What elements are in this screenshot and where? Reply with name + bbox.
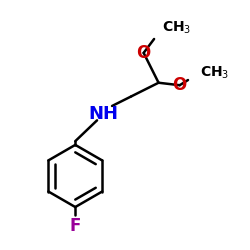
Text: O: O xyxy=(136,44,151,62)
Text: O: O xyxy=(172,76,187,94)
Text: F: F xyxy=(70,217,81,235)
Text: CH$_3$: CH$_3$ xyxy=(200,64,229,81)
Text: NH: NH xyxy=(89,105,119,123)
Text: CH$_3$: CH$_3$ xyxy=(162,20,192,36)
